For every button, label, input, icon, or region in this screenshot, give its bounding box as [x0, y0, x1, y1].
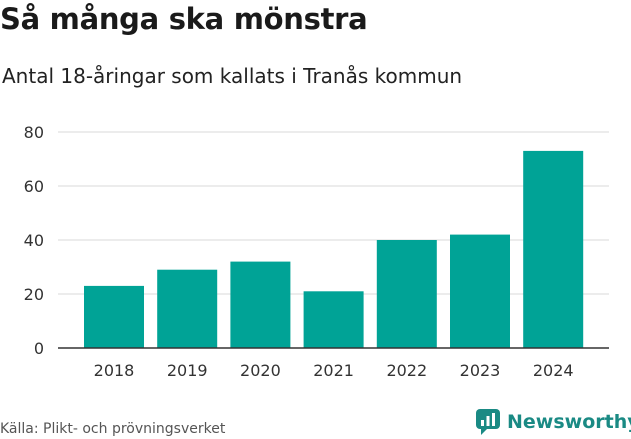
x-tick-label: 2024 — [533, 361, 574, 380]
y-tick-label: 80 — [24, 123, 44, 142]
bars — [84, 150, 584, 348]
bar — [450, 234, 510, 348]
bar — [523, 150, 584, 348]
x-tick-labels: 2018 2019 2020 2021 2022 2023 2024 — [94, 361, 574, 380]
x-tick-label: 2023 — [460, 361, 501, 380]
chart-subtitle: Antal 18-åringar som kallats i Tranås ko… — [2, 64, 463, 88]
bar — [230, 261, 291, 348]
x-tick-label: 2022 — [386, 361, 427, 380]
brand-name: Newsworthy — [507, 411, 631, 433]
y-tick-labels: 0 20 40 60 80 — [24, 123, 44, 358]
x-tick-label: 2020 — [240, 361, 281, 380]
bar — [157, 269, 218, 348]
bar-chart: 0 20 40 60 80 2018 2019 2020 2021 2022 2023 2024 — [24, 123, 609, 380]
bar — [84, 285, 144, 348]
y-tick-label: 20 — [24, 285, 44, 304]
bar — [303, 291, 364, 348]
source-note: Källa: Plikt- och prövningsverket — [0, 421, 226, 437]
y-tick-label: 60 — [24, 177, 44, 196]
brand-logo: Newsworthy — [475, 407, 631, 437]
newsworthy-logo-icon — [476, 409, 500, 435]
x-tick-label: 2019 — [167, 361, 208, 380]
x-tick-label: 2021 — [313, 361, 354, 380]
x-tick-label: 2018 — [94, 361, 135, 380]
bar — [376, 240, 437, 348]
y-tick-label: 40 — [24, 231, 44, 250]
chart-title: Så många ska mönstra — [0, 2, 368, 36]
y-tick-label: 0 — [34, 339, 44, 358]
